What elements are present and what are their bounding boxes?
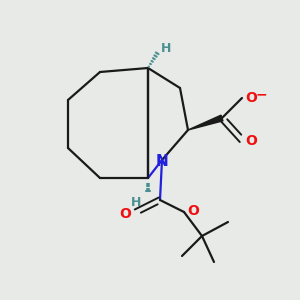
Text: O: O xyxy=(119,207,131,221)
Text: H: H xyxy=(131,196,141,209)
Text: N: N xyxy=(156,154,168,169)
Text: O: O xyxy=(245,91,257,105)
Text: −: − xyxy=(256,87,268,101)
Text: O: O xyxy=(245,134,257,148)
Text: H: H xyxy=(161,43,171,56)
Text: O: O xyxy=(187,204,199,218)
Polygon shape xyxy=(188,115,223,130)
